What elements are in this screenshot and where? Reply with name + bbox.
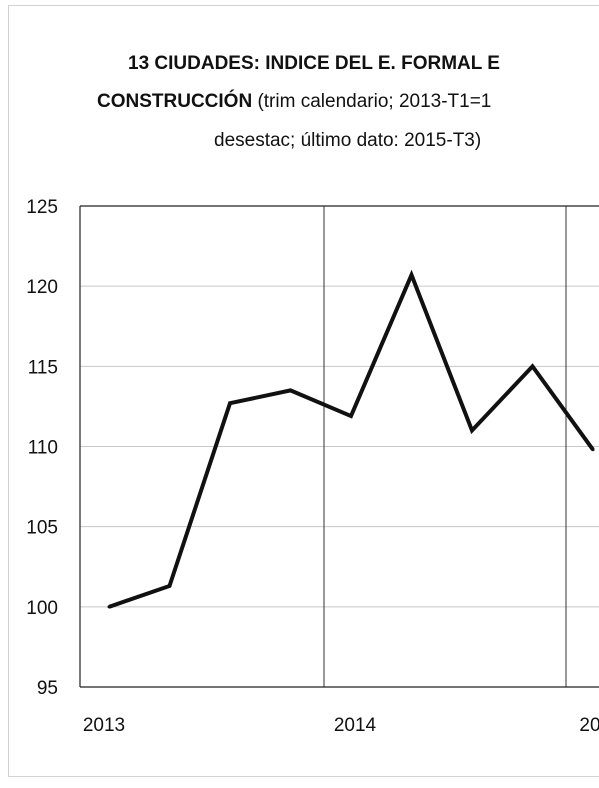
data-point-2013-T1 bbox=[107, 605, 111, 609]
y-tick-label-115: 115 bbox=[28, 357, 58, 378]
data-point-2014-T2 bbox=[410, 273, 413, 277]
chart-title-line-2: CONSTRUCCIÓN (trim calendario; 2013-T1=1 bbox=[97, 90, 491, 114]
x-tick-label-2014: 2014 bbox=[334, 715, 377, 736]
year-boundary-lines bbox=[323, 206, 567, 687]
y-tick-label-125: 125 bbox=[26, 197, 58, 218]
y-tick-label-95: 95 bbox=[37, 678, 58, 699]
series-line-0 bbox=[108, 269, 595, 609]
chart-title-line-1-bold: 13 CIUDADES: INDICE DEL E. FORMAL E bbox=[128, 53, 500, 74]
chart-title-line-2-rest: (trim calendario; 2013-T1=1 bbox=[252, 91, 492, 112]
data-point-2013-T2 bbox=[168, 584, 171, 588]
x-tick-label-20: 20 bbox=[579, 715, 599, 736]
data-point-2013-T3 bbox=[228, 401, 232, 405]
y-tick-label-120: 120 bbox=[26, 277, 58, 298]
data-point-2014-T4 bbox=[531, 364, 534, 368]
chart-title-line-3: desestac; último dato: 2015-T3) bbox=[214, 130, 482, 151]
series bbox=[107, 269, 595, 609]
chart-title-line-2-bold: CONSTRUCCIÓN bbox=[97, 91, 253, 112]
tick-labels: 95 100 105 110 115 120 125 2013 2014 20 bbox=[26, 197, 599, 736]
gridlines bbox=[80, 205, 599, 608]
axes bbox=[79, 205, 599, 688]
chart-frame bbox=[8, 5, 599, 777]
data-point-2013-T4 bbox=[289, 388, 292, 392]
y-tick-label-100: 100 bbox=[26, 598, 58, 619]
chart-title-line-1: 13 CIUDADES: INDICE DEL E. FORMAL E bbox=[128, 52, 500, 76]
y-tick-label-110: 110 bbox=[28, 438, 58, 459]
data-point-2014-T3 bbox=[470, 428, 474, 432]
data-point-2015-T1 bbox=[591, 448, 595, 452]
y-tick-label-105: 105 bbox=[26, 518, 58, 539]
data-point-2014-T1 bbox=[349, 414, 353, 418]
x-tick-label-2013: 2013 bbox=[83, 715, 125, 736]
